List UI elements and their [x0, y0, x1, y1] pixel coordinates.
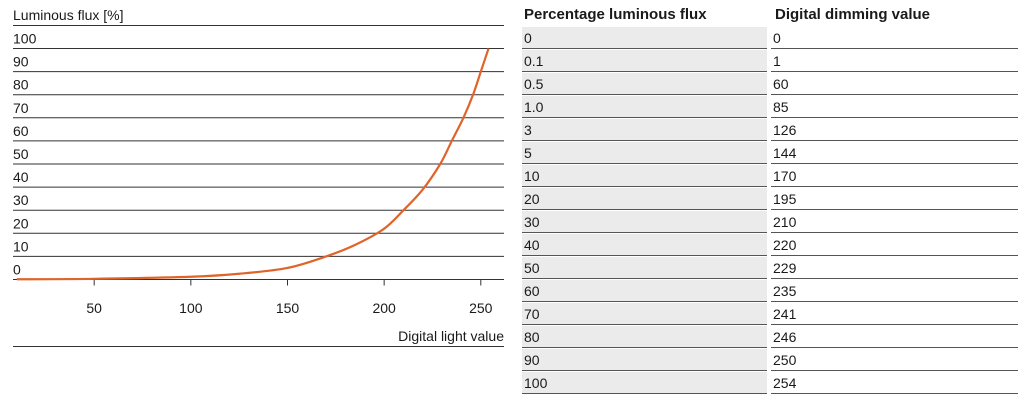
table-row: 80 246 — [522, 326, 1018, 349]
y-tick-label: 30 — [13, 192, 29, 208]
y-axis-label: Luminous flux [%] — [13, 7, 124, 23]
x-tick-label: 200 — [372, 300, 396, 316]
table-row: 1.0 85 — [522, 96, 1018, 119]
cell-percentage-luminous-flux: 0.1 — [522, 50, 767, 72]
table-row: 40 220 — [522, 234, 1018, 257]
cell-digital-dimming-value: 60 — [771, 73, 1018, 95]
cell-digital-dimming-value: 210 — [771, 211, 1018, 233]
table-row: 10 170 — [522, 165, 1018, 188]
cell-percentage-luminous-flux: 80 — [522, 326, 767, 348]
table-row: 20 195 — [522, 188, 1018, 211]
cell-digital-dimming-value: 85 — [771, 96, 1018, 118]
cell-percentage-luminous-flux: 60 — [522, 280, 767, 302]
table-row: 50 229 — [522, 257, 1018, 280]
y-tick-label: 80 — [13, 77, 29, 93]
cell-digital-dimming-value: 170 — [771, 165, 1018, 187]
cell-percentage-luminous-flux: 5 — [522, 142, 767, 164]
cell-percentage-luminous-flux: 0 — [522, 27, 767, 49]
x-tick-labels: 50 100 150 200 250 — [86, 300, 492, 316]
table-body: 0 0 0.1 1 0.5 60 1.0 85 3 126 5 144 10 170 20 195 30 210 4… — [522, 27, 1018, 395]
cell-percentage-luminous-flux: 3 — [522, 119, 767, 141]
x-tick-label: 100 — [179, 300, 203, 316]
cell-digital-dimming-value: 126 — [771, 119, 1018, 141]
table-row: 100 254 — [522, 372, 1018, 395]
cell-digital-dimming-value: 254 — [771, 372, 1018, 394]
cell-percentage-luminous-flux: 1.0 — [522, 96, 767, 118]
header-digital-dimming-value: Digital dimming value — [775, 6, 931, 23]
cell-digital-dimming-value: 220 — [771, 234, 1018, 256]
cell-digital-dimming-value: 235 — [771, 280, 1018, 302]
table-row: 5 144 — [522, 142, 1018, 165]
cell-digital-dimming-value: 246 — [771, 326, 1018, 348]
cell-digital-dimming-value: 241 — [771, 303, 1018, 325]
cell-percentage-luminous-flux: 40 — [522, 234, 767, 256]
cell-percentage-luminous-flux: 90 — [522, 349, 767, 371]
y-tick-label: 70 — [13, 100, 29, 116]
y-tick-label: 20 — [13, 215, 29, 231]
y-tick-label: 40 — [13, 169, 29, 185]
x-tick-label: 250 — [469, 300, 493, 316]
table-row: 0.1 1 — [522, 50, 1018, 73]
y-tick-label: 0 — [13, 262, 21, 278]
cell-digital-dimming-value: 144 — [771, 142, 1018, 164]
y-tick-label: 60 — [13, 123, 29, 139]
cell-percentage-luminous-flux: 20 — [522, 188, 767, 210]
cell-digital-dimming-value: 250 — [771, 349, 1018, 371]
y-tick-label: 10 — [13, 238, 29, 254]
cell-digital-dimming-value: 195 — [771, 188, 1018, 210]
x-tick-label: 50 — [86, 300, 102, 316]
table-header: Percentage luminous flux Digital dimming… — [522, 0, 1018, 27]
cell-percentage-luminous-flux: 100 — [522, 372, 767, 394]
x-axis-label: Digital light value — [398, 328, 504, 344]
cell-percentage-luminous-flux: 70 — [522, 303, 767, 325]
series-line — [16, 48, 490, 281]
table-row: 3 126 — [522, 119, 1018, 142]
cell-digital-dimming-value: 0 — [771, 27, 1018, 49]
table-row: 60 235 — [522, 280, 1018, 303]
luminous-flux-chart: Luminous flux [%] 1009080706050403020100… — [13, 7, 504, 347]
table-row: 90 250 — [522, 349, 1018, 372]
dimming-table: Percentage luminous flux Digital dimming… — [522, 0, 1018, 395]
y-tick-label: 50 — [13, 146, 29, 162]
cell-percentage-luminous-flux: 10 — [522, 165, 767, 187]
cell-percentage-luminous-flux: 0.5 — [522, 73, 767, 95]
x-tick-label: 150 — [276, 300, 300, 316]
table-row: 70 241 — [522, 303, 1018, 326]
cell-digital-dimming-value: 229 — [771, 257, 1018, 279]
header-percentage-luminous-flux: Percentage luminous flux — [524, 6, 707, 23]
y-tick-label: 90 — [13, 54, 29, 70]
table-row: 0.5 60 — [522, 73, 1018, 96]
gridlines — [13, 25, 504, 286]
table-row: 30 210 — [522, 211, 1018, 234]
cell-percentage-luminous-flux: 30 — [522, 211, 767, 233]
cell-digital-dimming-value: 1 — [771, 50, 1018, 72]
y-tick-label: 100 — [13, 31, 37, 47]
cell-percentage-luminous-flux: 50 — [522, 257, 767, 279]
